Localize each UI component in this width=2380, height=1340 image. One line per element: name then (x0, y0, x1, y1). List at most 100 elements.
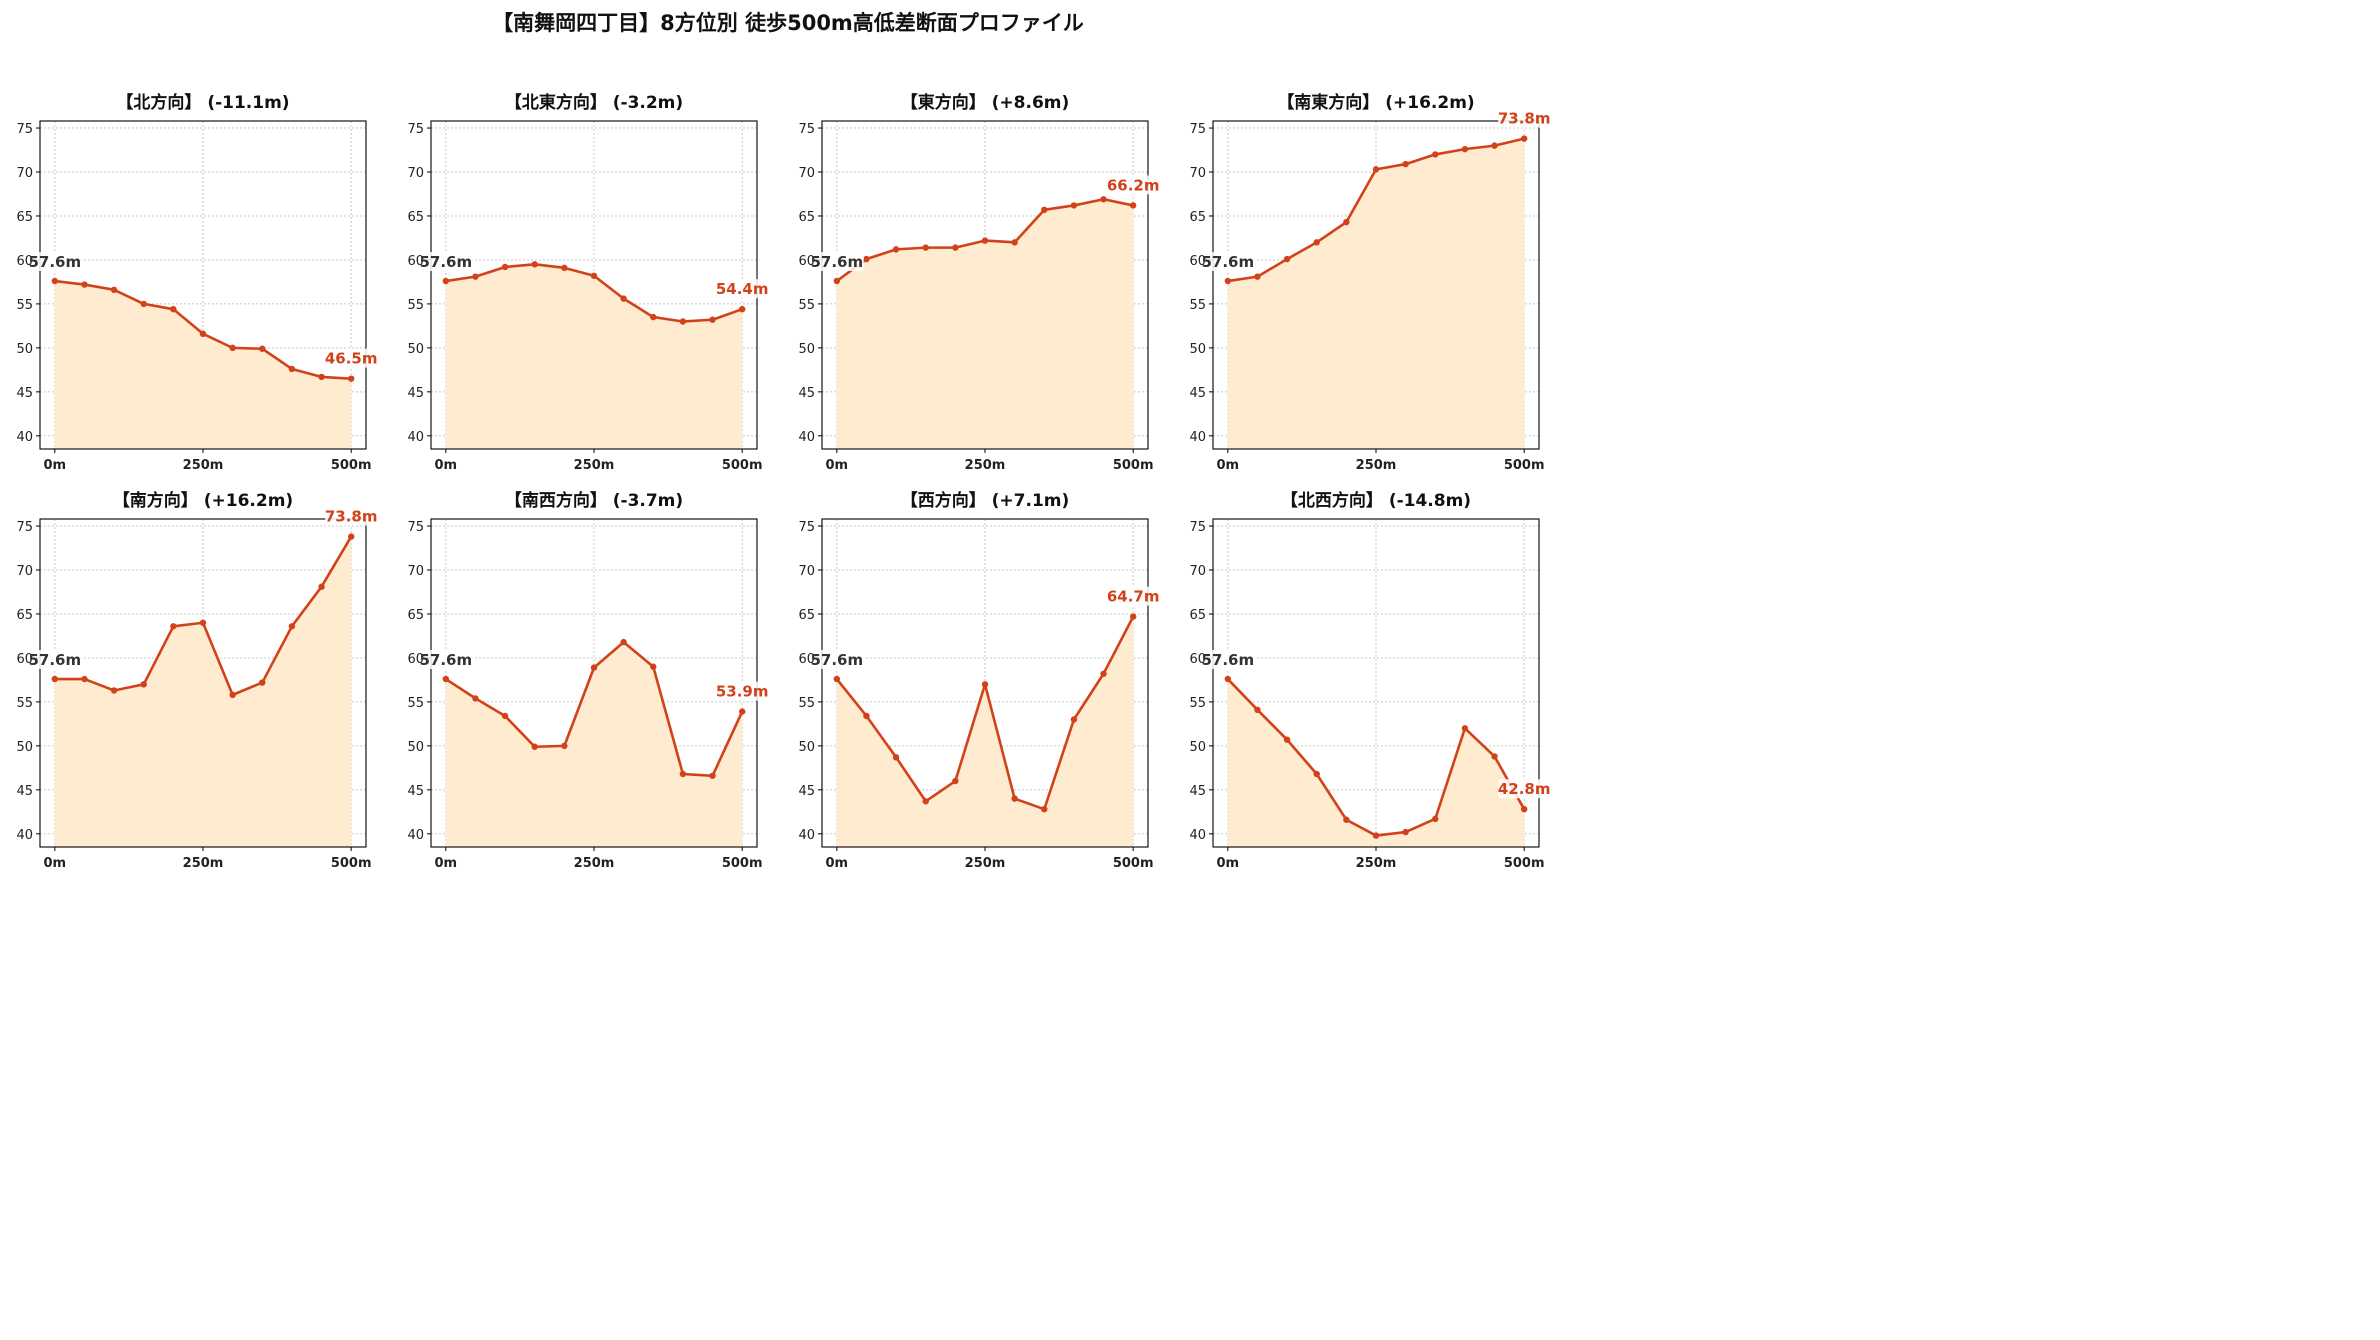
area-fill (445, 264, 743, 449)
area-fill (445, 642, 743, 847)
x-tick-label: 500m (1504, 856, 1545, 871)
area-fill (1227, 679, 1525, 847)
data-point (863, 712, 870, 720)
subplot-title: 【北方向】 (-11.1m) (116, 92, 289, 113)
data-point (833, 277, 841, 285)
data-point (922, 798, 929, 805)
data-point (561, 742, 568, 750)
y-tick-label: 75 (407, 520, 424, 535)
x-tick-label: 500m (1504, 458, 1545, 473)
data-point (531, 743, 538, 750)
data-point (442, 675, 450, 683)
data-point (347, 375, 355, 382)
axes-frame (1212, 518, 1540, 848)
subplot-title: 【北西方向】 (-14.8m) (1281, 490, 1471, 511)
data-point (1041, 805, 1048, 813)
y-tick-label: 65 (407, 210, 424, 225)
y-tick-label: 45 (407, 784, 424, 799)
y-tick-label: 45 (16, 386, 33, 401)
data-point (709, 316, 716, 323)
data-point (1461, 725, 1469, 732)
end-value-label: 53.9m (716, 683, 769, 701)
figure-title: 【南舞岡四丁目】8方位別 徒歩500m高低差断面プロファイル (492, 11, 1084, 35)
data-point (1254, 706, 1261, 714)
end-label-box (1107, 586, 1160, 606)
y-tick-label: 40 (407, 828, 424, 843)
y-tick-label: 70 (798, 166, 815, 181)
subplot-title: 【南西方向】 (-3.7m) (505, 490, 683, 511)
data-point (1254, 273, 1261, 280)
data-point (650, 313, 657, 321)
data-point (1224, 277, 1232, 285)
data-point (51, 675, 59, 683)
y-tick-label: 45 (798, 784, 815, 799)
data-point (1283, 736, 1291, 743)
y-tick-label: 65 (1189, 608, 1206, 623)
data-point (472, 273, 479, 280)
end-value-label: 66.2m (1107, 176, 1160, 194)
y-tick-label: 55 (407, 298, 424, 313)
end-value-label: 73.8m (325, 508, 378, 526)
axes-frame (821, 518, 1149, 848)
subplot-4: 【南東方向】 (+16.2m) 40 45 50 55 60 65 70 75 0m 250m 500… (1189, 92, 1550, 473)
data-point (1343, 816, 1350, 823)
start-label-box (813, 650, 864, 670)
data-point (738, 708, 746, 715)
data-point (81, 675, 88, 683)
area-fill (836, 616, 1134, 847)
subplot-2: 【北東方向】 (-3.2m) 40 45 50 55 60 65 70 75 0m 250m 500m… (407, 92, 768, 473)
x-tick-label: 250m (574, 856, 615, 871)
data-point (1432, 815, 1439, 823)
y-tick-label: 40 (798, 828, 815, 843)
y-tick-label: 55 (407, 696, 424, 711)
y-tick-label: 55 (798, 696, 815, 711)
data-point (288, 365, 296, 373)
start-value-label: 57.6m (28, 651, 81, 669)
x-tick-label: 500m (722, 458, 763, 473)
data-point (1372, 166, 1380, 173)
y-tick-label: 70 (16, 564, 33, 579)
data-point (981, 681, 989, 688)
data-point (51, 277, 59, 285)
start-value-label: 57.6m (1201, 651, 1254, 669)
data-point (1011, 239, 1018, 246)
data-point (442, 277, 450, 285)
data-point (199, 619, 207, 626)
data-point (1100, 670, 1107, 677)
x-tick-label: 250m (183, 458, 224, 473)
start-label-box (422, 252, 473, 272)
data-point (981, 237, 989, 244)
y-tick-label: 40 (1189, 430, 1206, 445)
data-point (1432, 151, 1439, 158)
x-tick-label: 500m (1113, 856, 1154, 871)
data-point (1491, 142, 1498, 149)
data-point (140, 300, 147, 308)
y-tick-label: 75 (798, 520, 815, 535)
data-point (679, 770, 687, 778)
y-tick-label: 70 (407, 166, 424, 181)
x-tick-label: 500m (331, 856, 372, 871)
data-point (347, 533, 355, 540)
data-point (1402, 828, 1409, 836)
x-tick-label: 0m (1217, 458, 1240, 473)
data-point (620, 295, 627, 302)
y-tick-label: 45 (1189, 784, 1206, 799)
y-tick-label: 70 (16, 166, 33, 181)
start-label-box (31, 650, 82, 670)
data-point (170, 305, 177, 313)
subplot-7: 【西方向】 (+7.1m) 40 45 50 55 60 65 70 75 0m 250m 500m 5… (798, 490, 1159, 871)
data-point (1129, 613, 1137, 620)
data-point (863, 255, 870, 263)
data-point (110, 286, 118, 294)
x-tick-label: 500m (722, 856, 763, 871)
y-tick-label: 60 (407, 254, 424, 269)
y-tick-label: 45 (16, 784, 33, 799)
subplot-title: 【東方向】 (+8.6m) (901, 92, 1070, 113)
start-value-label: 57.6m (1201, 253, 1254, 271)
y-tick-label: 60 (16, 254, 33, 269)
end-label-box (1498, 108, 1551, 128)
start-value-label: 57.6m (28, 253, 81, 271)
x-tick-label: 0m (435, 856, 458, 871)
data-point (952, 777, 959, 785)
